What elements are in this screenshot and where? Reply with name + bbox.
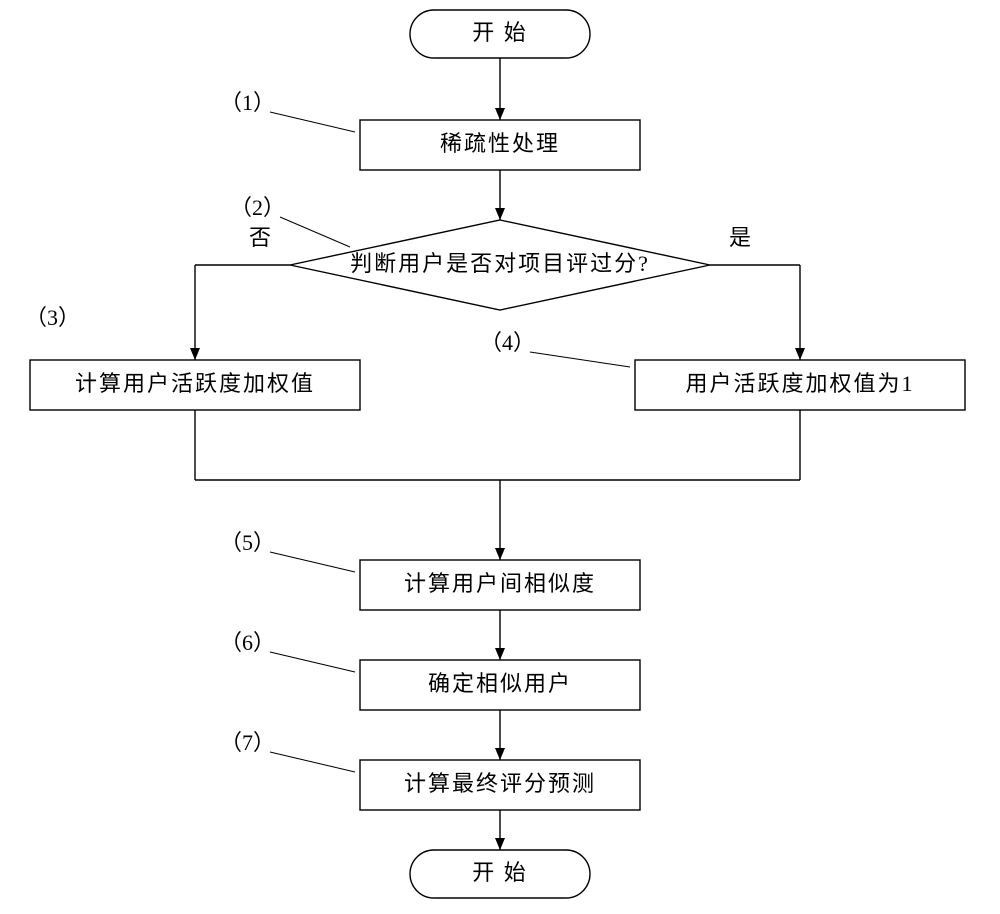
svg-text:开 始: 开 始	[472, 860, 528, 885]
svg-text:（5）: （5）	[220, 530, 275, 555]
svg-text:稀疏性处理: 稀疏性处理	[440, 131, 560, 156]
svg-text:确定相似用户: 确定相似用户	[428, 671, 572, 696]
svg-text:（3）: （3）	[25, 305, 80, 330]
svg-text:（7）: （7）	[220, 730, 275, 755]
svg-text:计算用户间相似度: 计算用户间相似度	[404, 571, 596, 596]
svg-text:（2）: （2）	[230, 195, 285, 220]
svg-text:否: 否	[249, 225, 271, 250]
svg-text:计算最终评分预测: 计算最终评分预测	[404, 771, 596, 796]
svg-text:（1）: （1）	[220, 90, 275, 115]
svg-text:判断用户是否对项目评过分?: 判断用户是否对项目评过分?	[350, 251, 650, 276]
svg-text:用户活跃度加权值为1: 用户活跃度加权值为1	[685, 371, 914, 396]
svg-text:计算用户活跃度加权值: 计算用户活跃度加权值	[75, 371, 315, 396]
svg-text:是: 是	[729, 225, 751, 250]
svg-text:（6）: （6）	[220, 630, 275, 655]
svg-text:（4）: （4）	[480, 330, 535, 355]
svg-text:开 始: 开 始	[472, 20, 528, 45]
